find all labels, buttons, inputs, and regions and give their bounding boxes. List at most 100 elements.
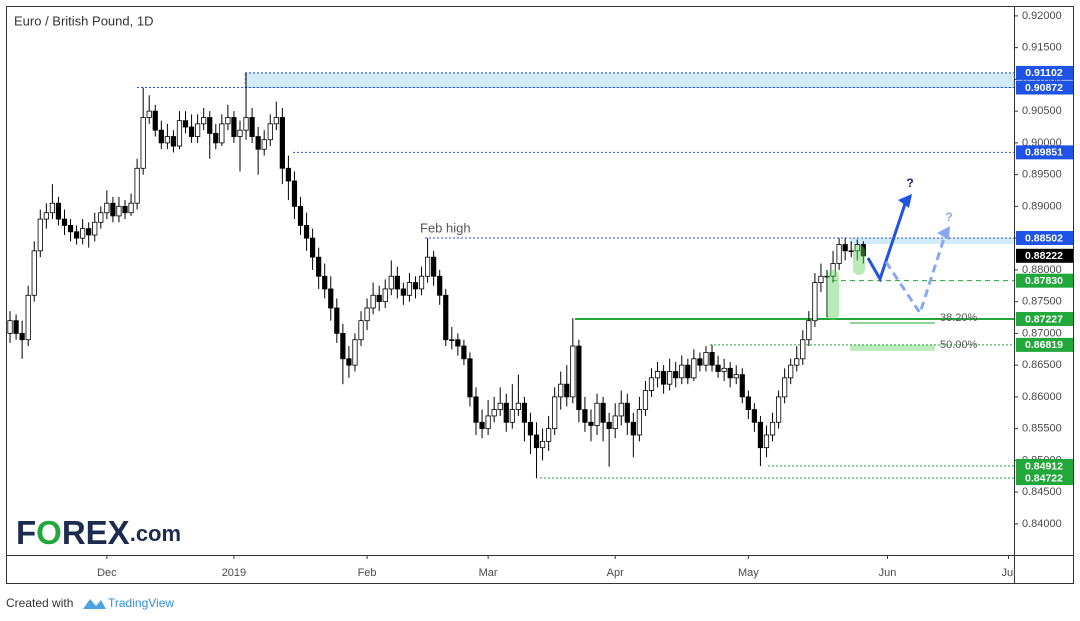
candle-body (751, 409, 757, 423)
y-tick-label: 0.91500 (1022, 42, 1062, 54)
candle-body (67, 225, 74, 233)
candle-body (509, 409, 515, 423)
candle-body (455, 339, 461, 347)
candle-body (297, 205, 304, 226)
candle-body (697, 358, 703, 366)
candle-body (231, 117, 237, 137)
candle-body (606, 421, 612, 430)
candle-body (503, 402, 509, 423)
candle-body (152, 110, 158, 131)
candle-body (80, 228, 86, 239)
candle-body (334, 307, 340, 334)
candle-body (709, 352, 715, 366)
candle-body (715, 364, 721, 372)
candle-body (43, 212, 49, 220)
candle-body (201, 117, 207, 125)
candle-body (328, 288, 334, 309)
arrow-head (898, 194, 912, 208)
candle-body (195, 123, 201, 137)
x-tick-label: Jun (879, 567, 897, 579)
candle-body (279, 117, 285, 169)
candle-body (497, 402, 503, 410)
candle-body (854, 244, 860, 252)
candle-body (788, 364, 794, 379)
brand-icon (83, 599, 106, 609)
candle-body (473, 396, 479, 423)
candle-body (830, 263, 836, 277)
level-label: 0.87227 (1025, 313, 1063, 325)
candle-body (243, 117, 249, 131)
y-tick-label: 0.88000 (1022, 264, 1062, 276)
candle-body (818, 275, 824, 283)
level-tag (1016, 231, 1073, 246)
candle-body (140, 117, 146, 169)
highlight (827, 270, 839, 320)
candle-body (431, 256, 437, 277)
footer-brand[interactable]: TradingView (108, 596, 174, 610)
zone (244, 72, 1015, 89)
candle-body (642, 390, 649, 410)
candle-body (775, 396, 782, 423)
candle-body (370, 294, 376, 309)
y-tick-label: 0.89000 (1022, 200, 1062, 212)
frame (6, 6, 1074, 584)
level-label: 0.89851 (1025, 147, 1063, 159)
level-label: 0.88502 (1025, 232, 1063, 244)
candle-body (340, 332, 346, 360)
fib-label: 38.20% (940, 312, 978, 324)
candle-body (376, 294, 382, 303)
y-tick-label: 0.85500 (1022, 423, 1062, 435)
fib-label: 50.00% (940, 339, 978, 351)
candle-body (291, 180, 298, 207)
candle-body (352, 339, 358, 366)
candle-body (437, 275, 443, 296)
candle-body (564, 383, 570, 398)
candle-body (769, 421, 776, 436)
candle-body (31, 250, 37, 296)
candle-body (800, 339, 806, 360)
candle-body (98, 212, 104, 223)
candle-body (673, 371, 679, 379)
logo-part: REX (62, 514, 130, 551)
candle-body (600, 402, 606, 423)
level-label: 0.84912 (1025, 460, 1063, 472)
candle-body (721, 367, 727, 372)
candle-body (73, 231, 80, 239)
candle-body (418, 275, 425, 290)
candle-body (61, 218, 68, 226)
candle-body (667, 371, 673, 385)
candle-body (594, 402, 600, 426)
candle-body (49, 202, 55, 214)
x-tick-label: May (738, 567, 759, 579)
candle-body (13, 320, 19, 334)
y-tick-label: 0.84500 (1022, 486, 1062, 498)
candle-body (346, 358, 352, 366)
candle-body (618, 402, 624, 417)
candle-body (310, 237, 316, 258)
candle-body (812, 282, 818, 322)
candle-body (624, 402, 630, 423)
candle-body (164, 136, 170, 144)
candle-body (237, 129, 243, 137)
level-tag (1016, 458, 1073, 473)
candle-body (249, 117, 255, 137)
annotation: ? (945, 210, 952, 224)
candle-body (176, 120, 183, 147)
candle-body (467, 358, 473, 398)
annotation: Feb high (420, 220, 471, 235)
level-label: 0.84722 (1025, 472, 1063, 484)
level-tag (1016, 311, 1073, 326)
chart-title: Euro / British Pound, 1D (14, 13, 153, 28)
candle-body (322, 275, 328, 290)
candle-body (679, 364, 685, 379)
candle-body (733, 374, 739, 379)
candle-body (104, 202, 110, 214)
y-tick-label: 0.86000 (1022, 391, 1062, 403)
candle-body (110, 202, 116, 217)
highlight (853, 245, 865, 275)
candle-body (213, 132, 219, 144)
candle-body (86, 228, 92, 236)
candle-body (122, 205, 128, 214)
candle-body (424, 256, 431, 277)
x-tick-label: Mar (479, 567, 498, 579)
